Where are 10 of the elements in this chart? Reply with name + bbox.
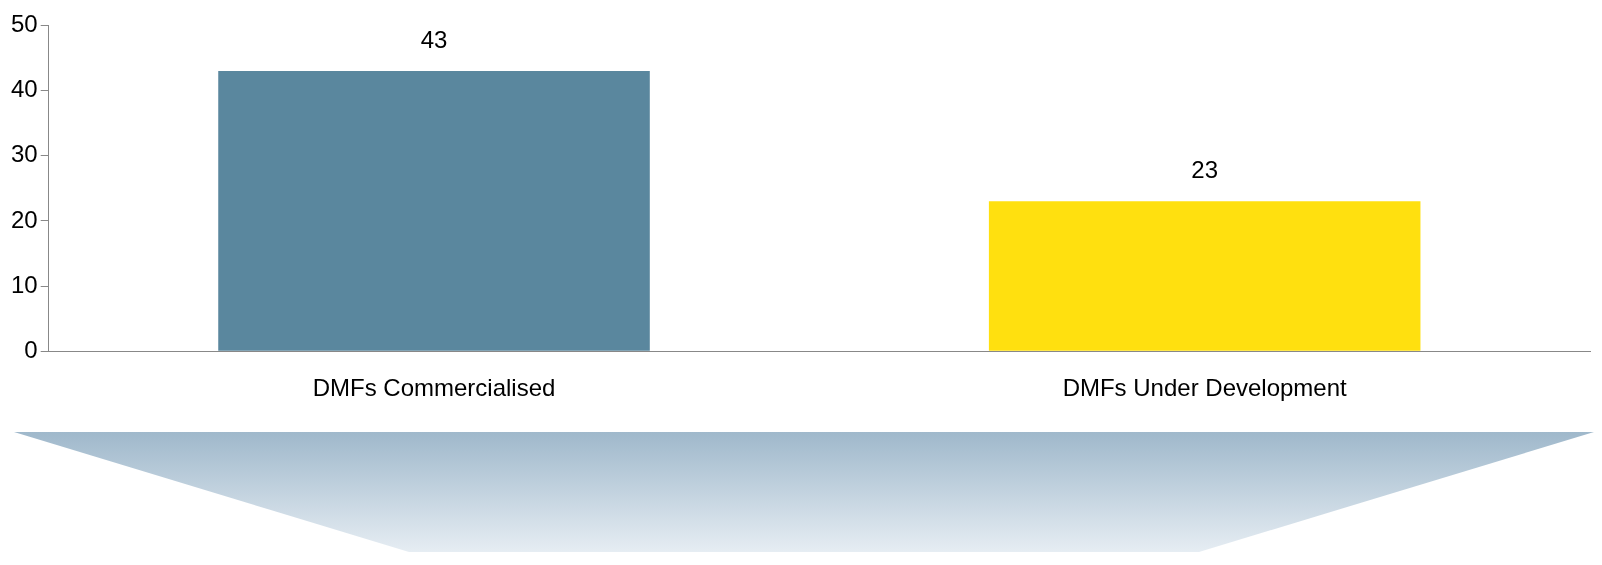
y-tick-label: 10 xyxy=(10,270,38,298)
y-tick-label: 0 xyxy=(24,335,38,363)
x-tick-label: DMFs Commercialised xyxy=(312,374,556,402)
data-label: 23 xyxy=(1191,155,1219,183)
y-tick-label: 20 xyxy=(10,205,38,233)
y-tick-label: 50 xyxy=(10,10,38,38)
data-label: 43 xyxy=(420,25,448,53)
y-tick-label: 40 xyxy=(10,75,38,103)
x-tick-label: DMFs Under Development xyxy=(1062,374,1348,402)
y-tick-label: 30 xyxy=(10,140,38,168)
